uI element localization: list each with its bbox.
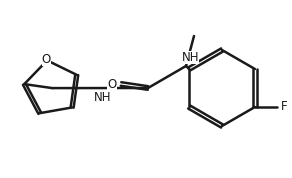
Text: NH: NH [182, 51, 199, 64]
Text: NH: NH [93, 91, 111, 104]
Text: O: O [41, 53, 51, 66]
Text: O: O [107, 77, 117, 90]
Text: F: F [281, 101, 287, 114]
